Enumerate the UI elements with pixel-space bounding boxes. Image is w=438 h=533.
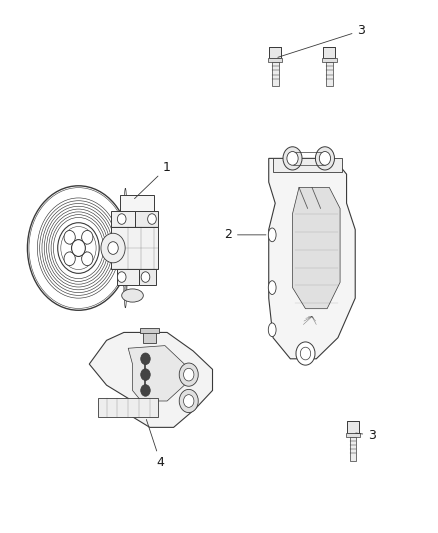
Polygon shape [350,437,357,461]
Text: 1: 1 [134,161,171,199]
Ellipse shape [268,228,276,241]
Polygon shape [128,345,184,401]
Polygon shape [272,62,279,86]
Circle shape [179,363,198,386]
Polygon shape [134,211,159,227]
Circle shape [101,233,125,263]
Polygon shape [111,211,134,227]
Text: 3: 3 [278,24,365,58]
Polygon shape [98,398,159,417]
Polygon shape [89,333,212,427]
Circle shape [81,230,93,244]
Text: 3: 3 [356,429,376,442]
Circle shape [287,151,298,165]
Polygon shape [326,62,332,86]
Circle shape [148,214,156,224]
Polygon shape [323,46,336,58]
Polygon shape [269,158,355,359]
Circle shape [117,214,126,224]
Polygon shape [139,269,156,285]
Circle shape [117,272,126,282]
Ellipse shape [124,188,127,308]
Circle shape [184,368,194,381]
Circle shape [300,347,311,360]
Circle shape [81,252,93,265]
Circle shape [71,240,85,256]
Circle shape [315,147,335,170]
Text: 4: 4 [146,419,165,470]
Circle shape [64,230,75,244]
Circle shape [58,223,99,273]
Circle shape [141,385,150,396]
Circle shape [108,241,118,254]
Text: 2: 2 [224,228,266,241]
Polygon shape [117,269,139,285]
Polygon shape [273,158,342,172]
Ellipse shape [268,281,276,294]
Polygon shape [140,328,159,333]
Polygon shape [268,58,283,62]
Circle shape [283,147,302,170]
Circle shape [28,186,130,310]
Circle shape [319,151,331,165]
Circle shape [64,252,75,265]
Polygon shape [269,46,281,58]
Circle shape [141,369,150,381]
Circle shape [296,342,315,365]
Ellipse shape [122,289,143,302]
Circle shape [141,353,150,365]
Polygon shape [322,58,336,62]
Polygon shape [111,227,159,269]
Ellipse shape [268,323,276,337]
Circle shape [179,390,198,413]
Polygon shape [293,188,340,309]
Polygon shape [120,195,154,211]
Polygon shape [143,333,156,343]
Polygon shape [346,433,360,437]
Polygon shape [347,421,359,433]
Circle shape [141,272,150,282]
Circle shape [184,394,194,407]
